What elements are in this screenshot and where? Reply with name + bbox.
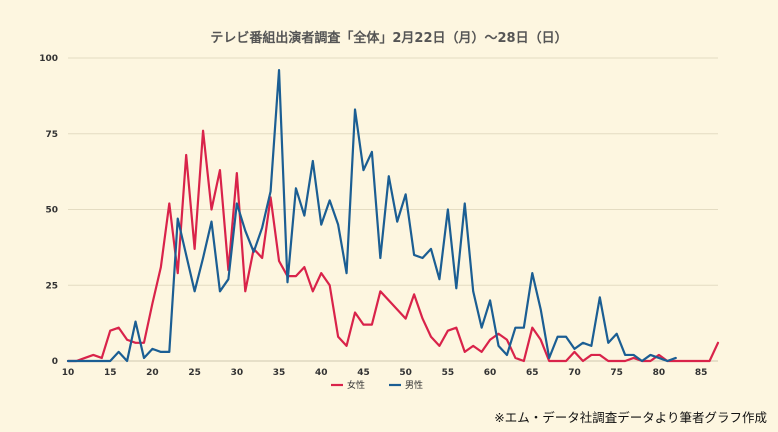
x-tick-label: 20 xyxy=(146,368,159,378)
series-line-male xyxy=(66,69,677,363)
series-line-female xyxy=(66,129,720,363)
source-note: ※エム・データ社調査データより筆者グラフ作成 xyxy=(494,410,767,425)
x-tick-label: 85 xyxy=(695,368,708,378)
x-tick-label: 70 xyxy=(568,368,581,378)
legend: 女性 男性 xyxy=(331,379,423,391)
x-tick-label: 10 xyxy=(62,368,75,378)
x-tick-label: 80 xyxy=(653,368,666,378)
x-tick-label: 35 xyxy=(273,368,286,378)
x-tick-label: 15 xyxy=(104,368,117,378)
x-tick-label: 55 xyxy=(442,368,455,378)
legend-label: 男性 xyxy=(405,379,423,391)
axes: 0 25 50 75 100 10 15 20 25 30 35 40 45 50 55 60 65 70 75 80… xyxy=(39,54,707,378)
x-tick-label: 75 xyxy=(610,368,623,378)
y-tick-label: 50 xyxy=(45,206,58,216)
x-tick-label: 45 xyxy=(357,368,370,378)
y-tick-label: 75 xyxy=(45,130,58,140)
y-tick-label: 100 xyxy=(39,54,58,64)
x-tick-label: 60 xyxy=(484,368,497,378)
x-tick-label: 30 xyxy=(231,368,244,378)
y-tick-label: 25 xyxy=(45,281,58,291)
legend-label: 女性 xyxy=(347,379,365,391)
y-tick-label: 0 xyxy=(52,357,58,367)
x-tick-label: 25 xyxy=(188,368,201,378)
x-tick-label: 50 xyxy=(399,368,412,378)
series-layer xyxy=(66,69,720,363)
x-tick-label: 65 xyxy=(526,368,539,378)
grid xyxy=(68,57,718,362)
chart-title: テレビ番組出演者調査「全体」2月22日（月）〜28日（日） xyxy=(210,30,567,46)
x-tick-label: 40 xyxy=(315,368,328,378)
